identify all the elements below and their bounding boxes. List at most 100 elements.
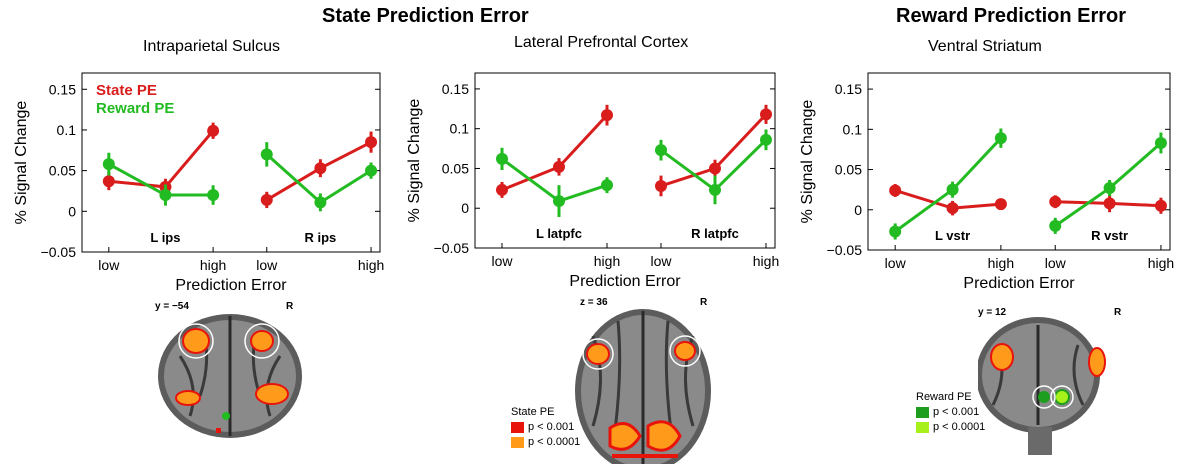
state-pe-significance-legend: State PE p < 0.001 p < 0.0001 — [511, 405, 580, 450]
x-axis-label: Prediction Error — [963, 275, 1075, 292]
legend-entry: Reward PE — [96, 100, 174, 117]
y-tick-label: 0 — [461, 200, 469, 216]
x-tick-label: low — [491, 253, 513, 269]
brain-slice-vstr: y = 12 R — [978, 307, 1122, 455]
data-point — [1103, 182, 1116, 195]
data-point — [553, 195, 565, 208]
reward-pe-header: Reward Prediction Error — [896, 5, 1127, 27]
chart-intraparietal-sulcus: −0.05 0 0.05 0.1 0.15 low high low high L ips R ip… — [13, 72, 384, 294]
data-point — [1103, 197, 1116, 210]
chart-ventral-striatum: −0.05 0 0.05 0.1 0.15 low high low high L vstr R v… — [799, 72, 1174, 292]
brain-coord-vstr: y = 12 — [978, 307, 1007, 318]
data-point — [1154, 199, 1167, 212]
x-tick-label: high — [1148, 255, 1174, 271]
y-tick-label: 0.1 — [450, 121, 470, 137]
data-point — [496, 152, 508, 165]
legend-entry: State PE — [96, 82, 157, 99]
data-point — [553, 160, 565, 173]
x-axis-label: Prediction Error — [569, 273, 681, 290]
x-tick-label: high — [753, 253, 779, 269]
data-point — [709, 162, 721, 175]
data-point — [946, 202, 959, 215]
data-point — [709, 183, 721, 196]
region-label: L vstr — [935, 228, 970, 243]
series-line — [108, 129, 215, 189]
data-point — [601, 179, 613, 192]
region-label: R latpfc — [691, 226, 739, 241]
legend-swatch-light-green — [916, 421, 929, 433]
chart-title-latpfc: Lateral Prefrontal Cortex — [514, 34, 689, 51]
reward-legend-item-1: p < 0.001 — [933, 406, 980, 418]
data-point — [496, 183, 508, 196]
state-legend-item-1: p < 0.001 — [528, 421, 575, 433]
y-tick-label: 0 — [854, 202, 862, 218]
data-point — [102, 175, 115, 188]
x-tick-label: high — [594, 253, 620, 269]
y-tick-label: 0.05 — [835, 162, 862, 178]
brain-side-ips: R — [286, 301, 294, 312]
data-point — [207, 124, 220, 137]
data-point — [102, 158, 115, 171]
brain-side-vstr: R — [1114, 307, 1122, 318]
data-point — [1154, 136, 1167, 149]
plot-frame — [81, 72, 381, 253]
y-tick-label: 0.15 — [835, 81, 862, 97]
x-tick-label: low — [98, 257, 120, 273]
data-point — [601, 109, 613, 122]
data-point — [760, 133, 772, 146]
chart-title-ips: Intraparietal Sulcus — [143, 38, 280, 55]
y-tick-label: −0.05 — [827, 242, 863, 258]
state-pe-header: State Prediction Error — [322, 5, 529, 27]
chart-title-vstr: Ventral Striatum — [928, 38, 1042, 55]
x-tick-label: high — [358, 257, 384, 273]
data-point — [889, 184, 902, 197]
data-point — [655, 179, 667, 192]
data-point — [365, 136, 378, 149]
data-point — [1049, 195, 1062, 208]
y-tick-label: 0.05 — [49, 163, 76, 179]
reward-legend-title: Reward PE — [916, 391, 972, 403]
x-tick-label: high — [988, 255, 1014, 271]
legend-swatch-orange — [511, 436, 524, 448]
data-point — [655, 144, 667, 157]
plot-frame — [867, 72, 1171, 251]
y-tick-label: −0.05 — [434, 240, 470, 256]
region-label: L ips — [150, 230, 180, 245]
data-point — [760, 108, 772, 121]
data-point — [260, 193, 273, 206]
region-label: R ips — [305, 230, 337, 245]
data-point — [946, 183, 959, 196]
reward-legend-item-2: p < 0.0001 — [933, 421, 986, 433]
x-tick-label: low — [256, 257, 278, 273]
y-tick-label: 0.1 — [843, 121, 863, 137]
x-tick-label: low — [885, 255, 907, 271]
x-tick-label: low — [650, 253, 672, 269]
series-line — [501, 114, 609, 192]
y-axis-label: % Signal Change — [13, 101, 30, 225]
brain-coord-latpfc: z = 36 — [580, 297, 608, 308]
legend-swatch-red — [511, 421, 524, 433]
region-label: R vstr — [1091, 228, 1128, 243]
reward-pe-significance-legend: Reward PE p < 0.001 p < 0.0001 — [916, 390, 985, 435]
y-tick-label: 0.1 — [57, 122, 77, 138]
series-line — [894, 137, 1002, 233]
data-point — [1049, 219, 1062, 232]
brain-slice-ips: y = −54 R — [155, 301, 302, 438]
data-point — [159, 189, 172, 202]
state-legend-item-2: p < 0.0001 — [528, 436, 581, 448]
data-point — [314, 162, 327, 175]
y-axis-label: % Signal Change — [406, 99, 423, 223]
data-point — [207, 189, 220, 202]
y-tick-label: 0.05 — [442, 160, 469, 176]
y-tick-label: 0 — [68, 203, 76, 219]
chart-lateral-prefrontal-cortex: −0.05 0 0.05 0.1 0.15 low high low high L latpfc R… — [406, 72, 779, 290]
x-axis-label: Prediction Error — [175, 277, 287, 294]
y-tick-label: 0.15 — [49, 81, 76, 97]
state-legend-title: State PE — [511, 406, 555, 418]
data-point — [314, 196, 327, 209]
region-label: L latpfc — [536, 226, 582, 241]
legend-swatch-dark-green — [916, 406, 929, 418]
brain-side-latpfc: R — [700, 297, 708, 308]
brain-coord-ips: y = −54 — [155, 301, 189, 312]
x-tick-label: low — [1045, 255, 1067, 271]
